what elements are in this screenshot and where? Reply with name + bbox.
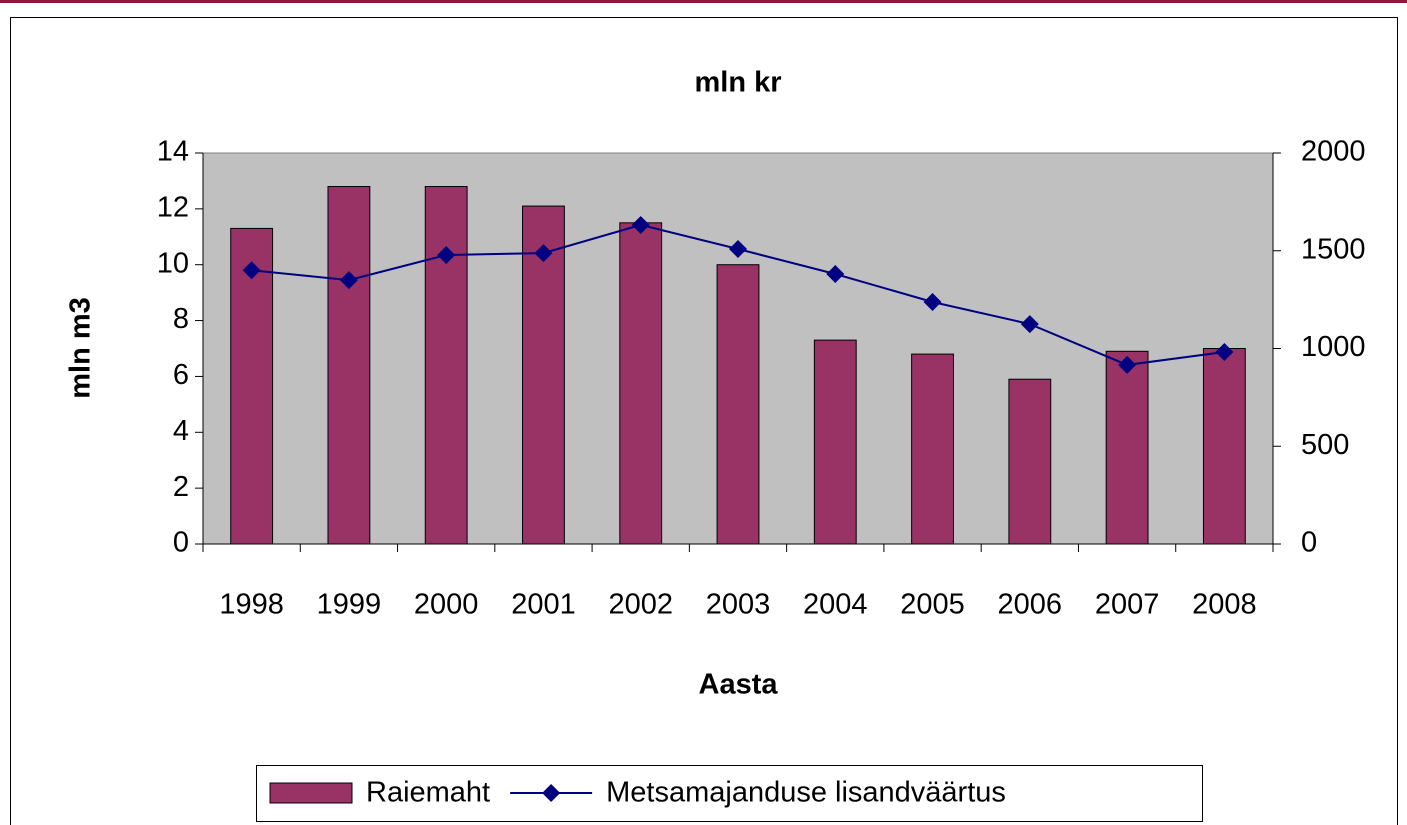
y-tick-label: 4 [173,415,189,447]
legend-label: Raiemaht [366,777,490,809]
y-axis-title: mln m3 [65,297,97,399]
line-marker [923,292,942,311]
y-tick-label: 14 [157,136,189,168]
x-tick-label: 2003 [706,589,771,621]
x-tick-label: 2006 [998,589,1063,621]
y2-tick-label: 1000 [1301,331,1366,363]
y-tick-label: 8 [173,303,189,335]
bar [522,205,565,545]
bar [327,186,371,545]
bar [716,264,760,545]
x-tick-label: 1999 [317,589,382,621]
bar [1008,378,1052,545]
y2-tick-label: 1500 [1301,233,1366,265]
x-tick-label: 2007 [1095,589,1160,621]
legend-marker [542,784,561,802]
line-marker [1215,343,1234,362]
x-tick-label: 2000 [414,589,479,621]
line-marker [242,261,261,280]
x-tick-label: 2002 [608,589,673,621]
line-marker [631,215,650,234]
bar [1202,348,1246,545]
y2-tick-label: 500 [1301,429,1349,461]
x-tick-label: 2001 [511,589,576,621]
top-rule [0,0,1407,3]
bar [619,222,663,545]
y-tick-label: 6 [173,359,189,391]
x-tick-label: 2005 [900,589,965,621]
y2-tick-label: 0 [1301,527,1317,559]
legend: Raiemaht Metsamajanduse lisandväärtus [256,765,1203,822]
legend-label: Metsamajanduse lisandväärtus [606,777,1006,809]
bar [813,339,857,545]
line-marker [1020,315,1039,334]
x-tick-label: 2004 [803,589,868,621]
line-marker [1118,355,1137,374]
y-tick-label: 2 [173,471,189,503]
line-marker [534,244,553,263]
line-marker [437,246,456,265]
x-tick-label: 1998 [219,589,284,621]
bar [911,353,954,545]
y-tick-label: 10 [157,247,189,279]
legend-box [256,765,1203,822]
line-marker [339,271,358,290]
line-marker [826,265,845,284]
bar [424,186,468,545]
bar [230,227,274,545]
y-tick-label: 0 [173,527,189,559]
chart-title: mln kr [694,67,781,99]
bar [1105,350,1149,545]
y-tick-label: 12 [157,192,189,224]
y2-tick-label: 2000 [1301,136,1366,168]
x-tick-label: 2008 [1192,589,1257,621]
legend-swatch [269,782,353,804]
line-marker [729,239,747,258]
x-axis-title: Aasta [699,669,779,701]
